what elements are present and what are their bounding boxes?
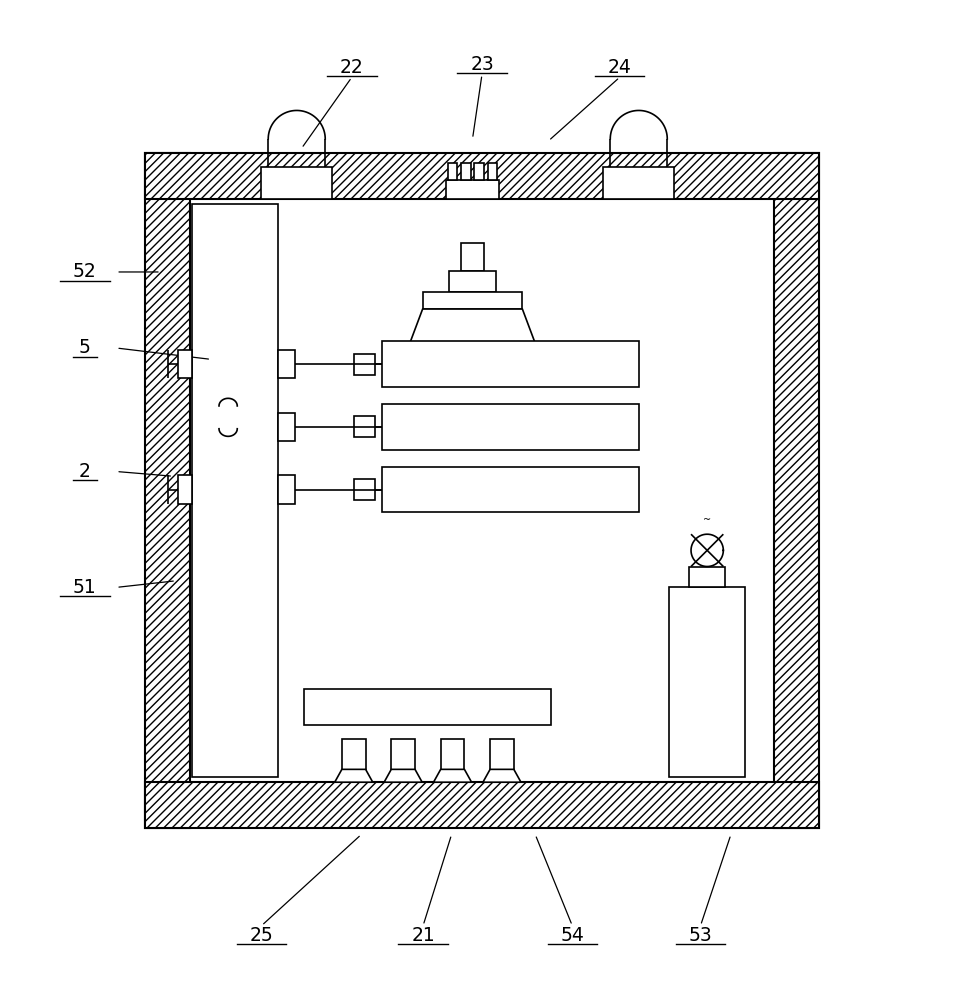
Text: 25: 25	[250, 926, 274, 945]
Bar	[178, 350, 192, 378]
Text: 22: 22	[340, 58, 363, 77]
Bar	[354, 479, 375, 500]
Bar	[448, 163, 457, 180]
Text: 23: 23	[470, 55, 494, 74]
Text: 21: 21	[412, 926, 435, 945]
Bar	[383, 404, 639, 450]
Bar	[422, 292, 522, 309]
Polygon shape	[434, 769, 471, 782]
Text: 52: 52	[73, 262, 96, 281]
Bar	[490, 739, 514, 782]
Bar	[342, 739, 365, 782]
Bar	[145, 782, 819, 828]
Bar	[446, 180, 499, 199]
Bar	[145, 153, 819, 199]
Text: 53: 53	[688, 926, 712, 945]
Bar	[278, 350, 295, 378]
Text: ~: ~	[703, 515, 711, 525]
Bar	[461, 163, 470, 180]
Bar	[178, 475, 192, 504]
Text: 51: 51	[73, 578, 96, 597]
Bar	[354, 354, 375, 375]
Bar	[278, 413, 295, 441]
Polygon shape	[384, 769, 422, 782]
Bar	[383, 467, 639, 512]
Bar	[474, 163, 484, 180]
Bar	[669, 587, 745, 777]
Text: 54: 54	[560, 926, 584, 945]
Bar	[354, 416, 375, 437]
Text: 24: 24	[608, 58, 631, 77]
Bar	[192, 204, 278, 777]
Bar	[488, 163, 497, 180]
Bar	[261, 167, 333, 199]
Bar	[461, 243, 484, 271]
Bar	[689, 567, 725, 587]
Bar	[449, 271, 496, 292]
Bar	[305, 689, 551, 725]
Bar	[441, 739, 465, 782]
Bar	[603, 167, 675, 199]
Text: 2: 2	[79, 462, 91, 481]
Bar	[391, 739, 415, 782]
Bar	[278, 475, 295, 504]
Text: 5: 5	[79, 338, 91, 357]
Polygon shape	[335, 769, 373, 782]
Bar	[190, 199, 774, 782]
Polygon shape	[394, 309, 550, 385]
Polygon shape	[483, 769, 521, 782]
Bar	[383, 341, 639, 387]
Bar	[145, 153, 190, 828]
Bar	[774, 153, 819, 828]
